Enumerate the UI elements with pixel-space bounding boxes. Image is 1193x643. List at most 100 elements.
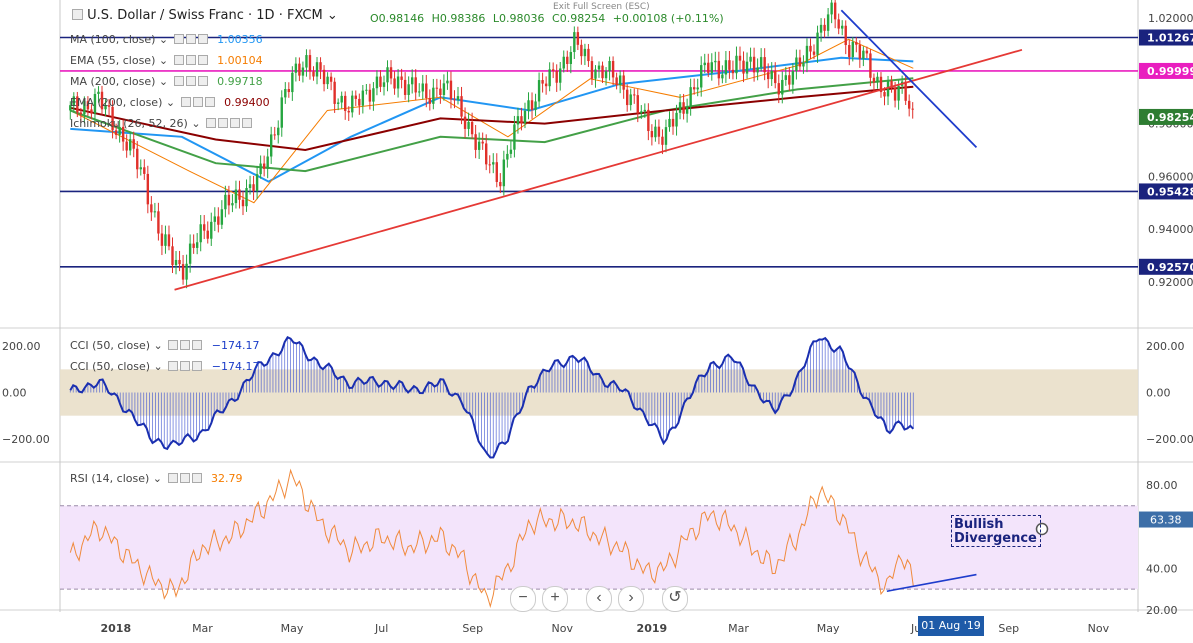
candle-body [608, 60, 611, 72]
candle-body [692, 87, 696, 90]
candle-body [456, 96, 460, 100]
legend-ema55[interactable]: EMA (55, close) ⌄ 1.00104 [70, 54, 263, 68]
candle-body [308, 55, 312, 72]
close-icon[interactable] [197, 76, 208, 86]
candle-body [855, 42, 858, 45]
chevron-down-icon[interactable]: ⌄ [153, 360, 163, 373]
gear-icon[interactable] [185, 76, 196, 86]
candle-body [181, 264, 185, 280]
candle-body [76, 96, 79, 113]
legend-label: MA (100, close) [70, 33, 156, 46]
candle-body [185, 263, 188, 280]
cci-tick-label-right: 200.00 [1146, 340, 1185, 353]
candle-body [523, 110, 527, 124]
legend-label: Ichimoku (26, 52, 26) [70, 117, 188, 130]
gear-icon[interactable] [185, 34, 196, 44]
close-icon[interactable] [191, 473, 202, 483]
candle-body [174, 259, 178, 266]
gear-icon[interactable] [218, 118, 229, 128]
candle-body [759, 57, 763, 68]
zoom-out-button[interactable]: − [510, 586, 536, 612]
candle-body [347, 110, 350, 113]
eye-icon[interactable] [168, 361, 179, 371]
scroll-forward-button[interactable]: › [618, 586, 644, 612]
close-icon[interactable] [197, 34, 208, 44]
candle-body [301, 67, 305, 76]
cci-tick-label-right: −200.00 [1146, 433, 1193, 446]
candle-body [633, 94, 636, 96]
legend-rsi[interactable]: RSI (14, close) ⌄ 32.79 [70, 472, 243, 486]
price-tick-label: 0.94000 [1148, 223, 1193, 236]
candle-body [886, 81, 890, 97]
candle-body [118, 126, 121, 135]
candle-body [305, 55, 308, 68]
legend-ma100[interactable]: MA (100, close) ⌄ 1.00356 [70, 33, 263, 47]
eye-icon[interactable] [173, 34, 184, 44]
candle-body [69, 105, 72, 111]
candle-body [442, 83, 446, 96]
legend-cci-1[interactable]: CCI (50, close) ⌄ −174.17 [70, 339, 259, 353]
candle-body [837, 19, 840, 29]
candle-body [816, 32, 819, 55]
candle-body [862, 50, 865, 59]
legend-ma200[interactable]: MA (200, close) ⌄ 0.99718 [70, 75, 263, 89]
candle-body [143, 167, 146, 174]
gear-icon[interactable] [179, 473, 190, 483]
candle-body [477, 141, 481, 150]
chevron-down-icon[interactable]: ⌄ [158, 54, 169, 67]
chevron-down-icon[interactable]: ⌄ [152, 472, 162, 485]
interval-label[interactable]: 1D [256, 8, 275, 23]
eye-icon[interactable] [173, 76, 184, 86]
legend-ichimoku[interactable]: Ichimoku (26, 52, 26) ⌄ [70, 117, 253, 131]
gear-icon[interactable] [180, 361, 191, 371]
candle-body [566, 56, 569, 64]
chevron-down-icon[interactable]: ⌄ [158, 33, 169, 46]
scroll-back-button[interactable]: ‹ [586, 586, 612, 612]
gear-icon[interactable] [180, 340, 191, 350]
candle-body [604, 71, 608, 79]
candle-body [580, 44, 583, 57]
candle-body [763, 57, 766, 73]
bullish-divergence-annotation[interactable]: Bullish Divergence [951, 515, 1041, 547]
legend-ema200[interactable]: EMA (200, close) ⌄ 0.99400 [70, 96, 270, 110]
candle-body [551, 69, 555, 71]
close-icon[interactable] [192, 340, 203, 350]
chevron-down-icon[interactable]: ⌄ [326, 8, 338, 23]
eye-icon[interactable] [168, 340, 179, 350]
exit-fullscreen-hint[interactable]: Exit Full Screen (ESC) [553, 2, 650, 12]
candle-body [375, 76, 379, 89]
candle-body [841, 25, 844, 29]
legend-cci-2[interactable]: CCI (50, close) ⌄ −174.17 [70, 360, 259, 374]
gear-icon[interactable] [192, 97, 203, 107]
candle-body [269, 134, 273, 157]
candle-body [774, 70, 777, 84]
chevron-down-icon[interactable]: ⌄ [153, 339, 163, 352]
zoom-in-button[interactable]: + [542, 586, 568, 612]
eye-icon[interactable] [173, 55, 184, 65]
minus-square-icon[interactable] [72, 9, 83, 20]
close-icon[interactable] [204, 97, 215, 107]
braces-icon[interactable] [230, 118, 241, 128]
candle-body [167, 234, 171, 247]
candle-body [421, 83, 424, 92]
eye-icon[interactable] [167, 473, 178, 483]
close-icon[interactable] [197, 55, 208, 65]
gear-icon[interactable] [185, 55, 196, 65]
chevron-down-icon[interactable]: ⌄ [158, 75, 169, 88]
trendlines[interactable] [174, 9, 1023, 291]
eye-icon[interactable] [180, 97, 191, 107]
candle-body [492, 162, 495, 165]
chevron-down-icon[interactable]: ⌄ [165, 96, 176, 109]
candle-body [171, 246, 174, 266]
symbol-title[interactable]: U.S. Dollar / Swiss Franc · 1D · FXCM ⌄ [70, 8, 338, 23]
candle-body [795, 57, 798, 72]
eye-icon[interactable] [206, 118, 217, 128]
candle-body [238, 189, 241, 200]
close-icon[interactable] [242, 118, 253, 128]
trendline [174, 48, 1023, 291]
reset-chart-button[interactable]: ↺ [662, 586, 688, 612]
candle-body [675, 112, 678, 127]
chevron-down-icon[interactable]: ⌄ [191, 117, 201, 130]
close-icon[interactable] [192, 361, 203, 371]
